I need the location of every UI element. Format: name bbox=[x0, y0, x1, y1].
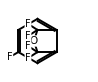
Text: F: F bbox=[25, 19, 31, 29]
Text: F: F bbox=[7, 52, 13, 62]
Text: O: O bbox=[30, 36, 38, 46]
Text: F: F bbox=[25, 41, 31, 51]
Text: F: F bbox=[25, 31, 31, 41]
Text: F: F bbox=[25, 53, 31, 63]
